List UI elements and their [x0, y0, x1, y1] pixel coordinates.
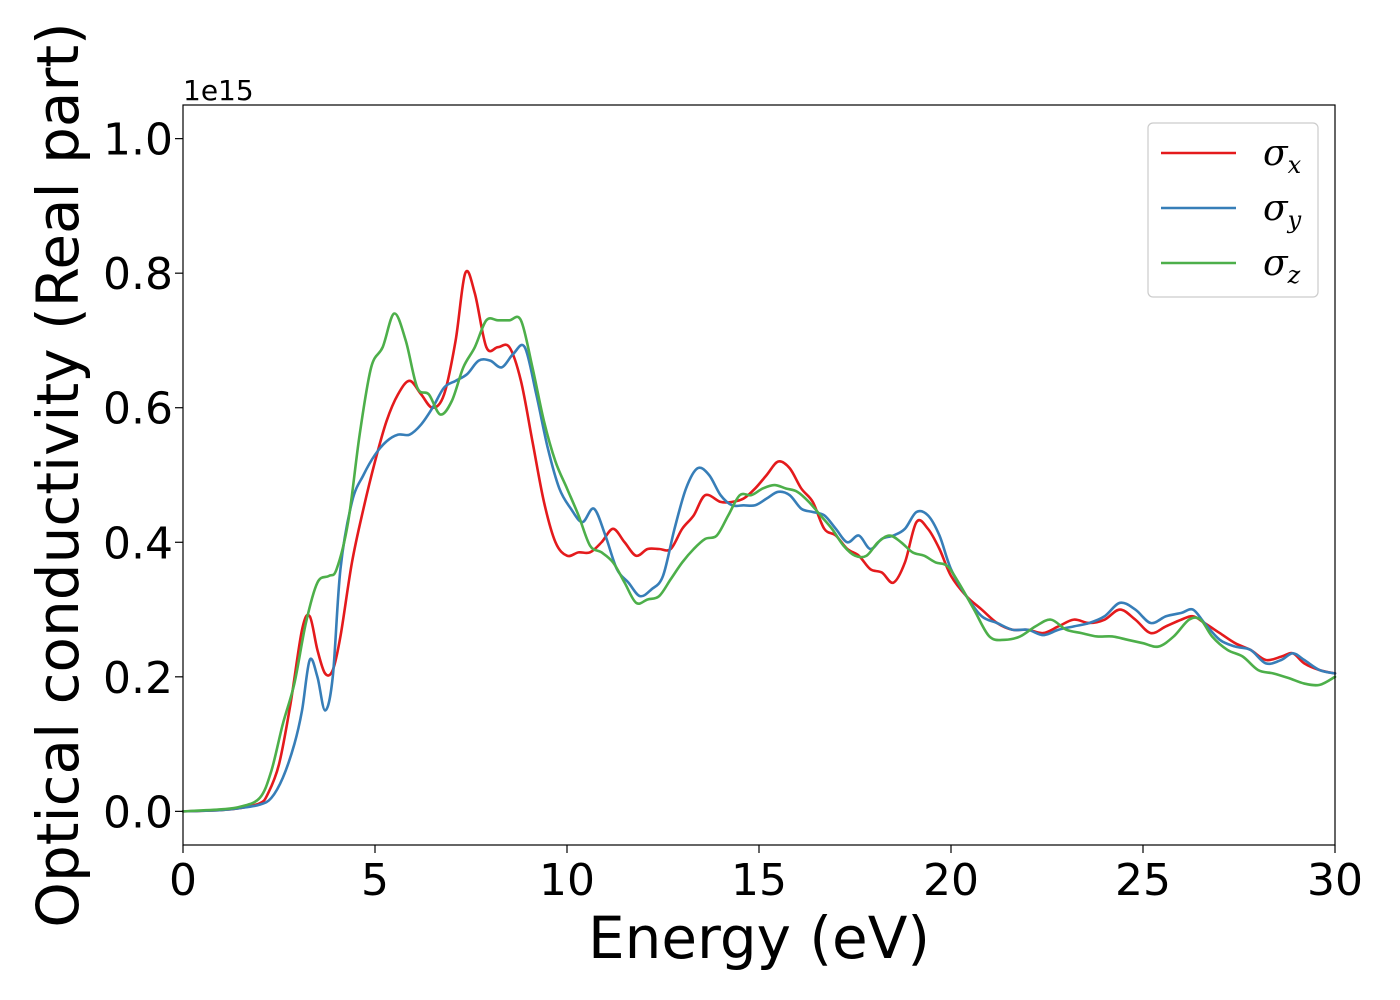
series-line-x: [181, 269, 1337, 813]
x-tick-label: 30: [1307, 855, 1363, 906]
series-layer: [181, 269, 1337, 813]
y-axis-title: Optical conductivity (Real part): [24, 22, 92, 927]
x-axis: 0 5 10 15 20 25 30: [169, 845, 1363, 906]
legend-frame: [1147, 122, 1319, 298]
y-offset-label: 1e15: [183, 74, 254, 107]
y-tick-label: 0.6: [103, 384, 173, 435]
y-axis: 0.0 0.2 0.4 0.6 0.8 1.0: [103, 115, 183, 838]
y-tick-label: 1.0: [103, 115, 173, 166]
x-tick-label: 5: [361, 855, 389, 906]
y-tick-label: 0.4: [103, 518, 173, 569]
x-tick-label: 15: [731, 855, 787, 906]
y-tick-label: 0.8: [103, 249, 173, 300]
x-tick-label: 20: [923, 855, 979, 906]
x-tick-label: 25: [1115, 855, 1171, 906]
y-tick-label: 0.0: [103, 787, 173, 838]
series-line-z: [181, 312, 1337, 813]
x-tick-label: 10: [539, 855, 595, 906]
y-tick-label: 0.2: [103, 653, 173, 704]
series-line-y: [181, 343, 1337, 813]
x-axis-title: Energy (eV): [588, 904, 930, 972]
x-tick-label: 0: [169, 855, 197, 906]
